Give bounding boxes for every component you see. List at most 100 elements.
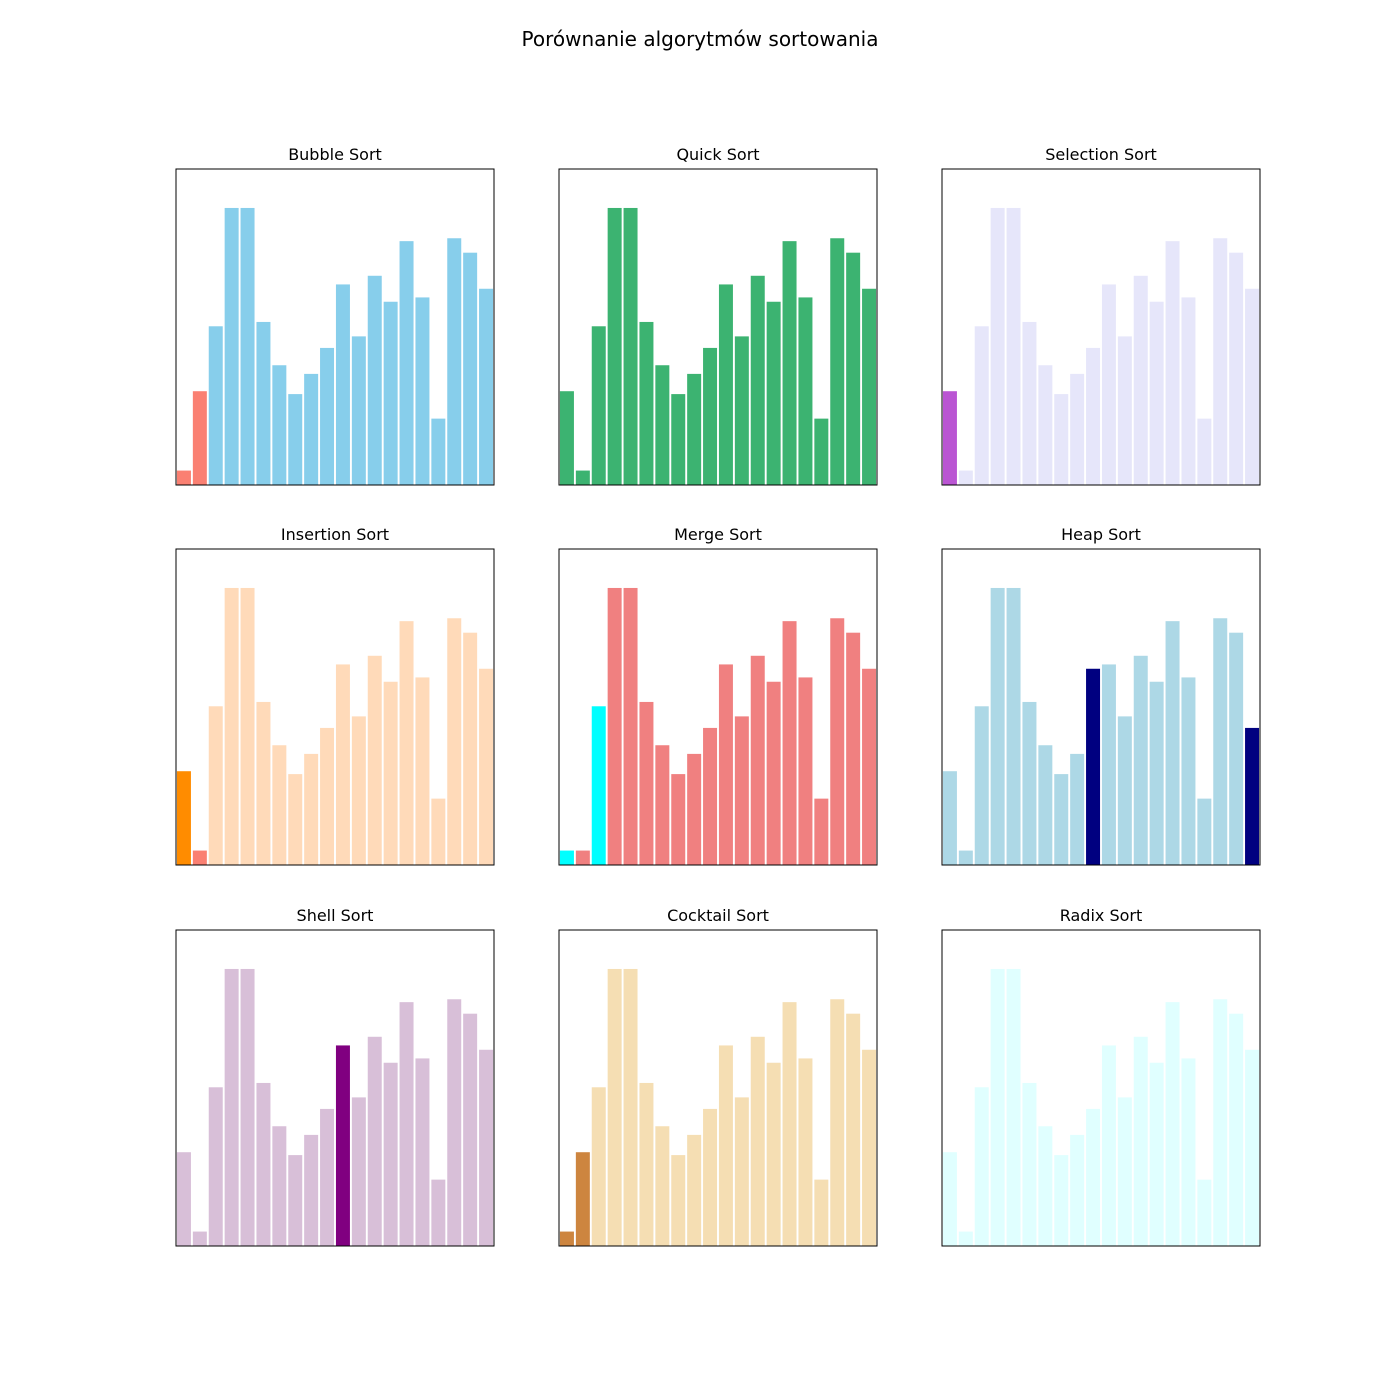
chart-insertion-sort: Insertion Sort — [175, 525, 495, 866]
bar — [431, 1179, 446, 1246]
bar — [687, 1134, 702, 1246]
bar — [607, 587, 622, 865]
bar — [1165, 241, 1180, 485]
bar — [208, 706, 223, 865]
bar — [639, 701, 654, 865]
bar — [814, 798, 829, 865]
bar — [1117, 336, 1132, 485]
bar — [814, 418, 829, 485]
bar — [750, 275, 765, 485]
bar-highlighted — [559, 850, 574, 865]
chart-quick-sort: Quick Sort — [558, 145, 878, 486]
bar — [623, 587, 638, 865]
chart-frame — [175, 548, 495, 866]
bar — [798, 297, 813, 485]
bar — [320, 727, 335, 865]
chart-shell-sort: Shell Sort — [175, 906, 495, 1247]
bar — [974, 326, 989, 485]
bar — [846, 1013, 861, 1246]
bar — [383, 1062, 398, 1246]
chart-frame — [175, 168, 495, 486]
bar — [463, 1013, 478, 1246]
bar — [655, 745, 670, 865]
bar — [734, 336, 749, 485]
bar — [846, 252, 861, 485]
bar — [575, 470, 590, 485]
bar — [272, 745, 287, 865]
chart-frame — [558, 548, 878, 866]
chart-title: Insertion Sort — [281, 525, 389, 544]
bar — [367, 1036, 382, 1246]
bar — [734, 1097, 749, 1246]
bar — [575, 850, 590, 865]
bar — [415, 297, 430, 485]
bar — [1070, 1134, 1085, 1246]
bar — [288, 774, 303, 865]
bar — [1213, 999, 1228, 1246]
bar — [990, 207, 1005, 485]
bar — [1006, 207, 1021, 485]
bar — [304, 1134, 319, 1246]
bar — [479, 1049, 494, 1246]
bar — [862, 288, 877, 485]
chart-frame — [941, 168, 1261, 486]
chart-frame — [175, 929, 495, 1247]
bar — [192, 1231, 207, 1246]
bar — [1149, 681, 1164, 865]
bar — [1117, 1097, 1132, 1246]
bar — [1101, 1045, 1116, 1246]
bar — [320, 347, 335, 485]
bar — [383, 301, 398, 485]
bar — [990, 968, 1005, 1246]
bar-highlighted — [1245, 727, 1260, 865]
bar — [734, 716, 749, 865]
bar — [750, 655, 765, 865]
bar — [607, 207, 622, 485]
bar — [830, 618, 845, 865]
bar — [671, 774, 686, 865]
bar — [351, 1097, 366, 1246]
bar — [447, 618, 462, 865]
chart-title: Merge Sort — [674, 525, 762, 544]
bar — [958, 470, 973, 485]
bar — [1133, 1036, 1148, 1246]
bar — [655, 365, 670, 485]
bar — [1038, 365, 1053, 485]
bar — [559, 391, 574, 485]
bar — [1133, 275, 1148, 485]
bar — [718, 1045, 733, 1246]
bar — [687, 753, 702, 865]
bar — [1213, 618, 1228, 865]
bar — [1229, 1013, 1244, 1246]
bar — [463, 632, 478, 865]
bar — [1054, 1155, 1069, 1246]
bar — [782, 1002, 797, 1246]
bar — [1133, 655, 1148, 865]
bar — [655, 1126, 670, 1246]
bar — [862, 668, 877, 865]
bar — [1165, 1002, 1180, 1246]
bar-highlighted — [192, 391, 207, 485]
bar — [367, 655, 382, 865]
bar — [240, 207, 255, 485]
bar — [399, 241, 414, 485]
bar — [591, 326, 606, 485]
bar — [703, 347, 718, 485]
chart-title: Bubble Sort — [288, 145, 382, 164]
bar — [431, 798, 446, 865]
bar — [208, 326, 223, 485]
bar — [1101, 284, 1116, 485]
bar — [415, 1058, 430, 1246]
bar — [224, 587, 239, 865]
bar — [1022, 321, 1037, 485]
bar — [1229, 252, 1244, 485]
bar — [1070, 373, 1085, 485]
bar — [256, 1082, 271, 1246]
bar — [942, 1152, 957, 1246]
bar — [463, 252, 478, 485]
chart-bubble-sort: Bubble Sort — [175, 145, 495, 486]
bar-highlighted — [591, 706, 606, 865]
bar — [671, 1155, 686, 1246]
bar — [1181, 297, 1196, 485]
